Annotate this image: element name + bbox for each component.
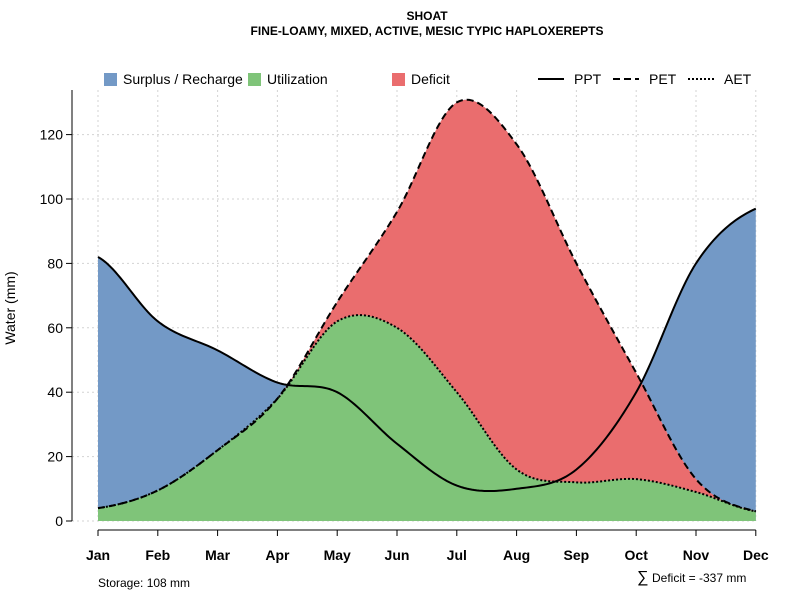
- x-tick-label: Sep: [564, 547, 590, 563]
- x-tick-label: Feb: [145, 547, 170, 563]
- x-tick-label: Nov: [683, 547, 710, 563]
- deficit-area: [98, 99, 756, 512]
- y-tick-label: 80: [47, 255, 63, 271]
- y-axis-title: Water (mm): [2, 271, 18, 344]
- y-tick-label: 60: [47, 320, 63, 336]
- x-tick-label: Dec: [743, 547, 769, 563]
- series-line-aet: [97, 314, 756, 513]
- legend-swatch-1: [248, 73, 261, 86]
- y-tick-label: 20: [47, 449, 63, 465]
- legend-swatch-0: [104, 73, 117, 86]
- x-tick-label: Aug: [503, 547, 530, 563]
- x-tick-label: Apr: [265, 547, 290, 563]
- utilization-base-area: [98, 385, 756, 521]
- legend-label-fill: Deficit: [411, 71, 450, 87]
- x-tick-label: Mar: [205, 547, 230, 563]
- axes: 0 20 40 60 80 100 120 Jan Feb Mar Apr May Jun Jul Aug S…: [40, 90, 769, 563]
- x-tick-label: Jul: [447, 547, 467, 563]
- chart-title: SHOAT: [406, 9, 448, 23]
- storage-annotation: Storage: 108 mm: [98, 576, 190, 590]
- legend-label-line: PET: [649, 71, 677, 87]
- deficit-sum-icon: ∑: [637, 569, 648, 586]
- utilization-area: [98, 315, 756, 512]
- legend-swatch-2: [392, 73, 405, 86]
- legend: Surplus / Recharge Utilization Deficit PPT P…: [104, 71, 752, 87]
- x-tick-label: Jan: [86, 547, 110, 563]
- legend-label-fill: Utilization: [267, 71, 328, 87]
- y-tick-label: 100: [40, 191, 64, 207]
- y-tick-label: 120: [40, 127, 64, 143]
- y-tick-label: 40: [47, 384, 63, 400]
- deficit-annotation: Deficit = -337 mm: [652, 571, 746, 585]
- series-lines: [97, 98, 757, 513]
- x-tick-label: Oct: [625, 547, 649, 563]
- y-tick-label: 0: [55, 513, 63, 529]
- series-line-pet: [97, 98, 757, 513]
- x-tick-label: Jun: [385, 547, 410, 563]
- legend-label-line: PPT: [574, 71, 602, 87]
- chart-subtitle: FINE-LOAMY, MIXED, ACTIVE, MESIC TYPIC H…: [251, 24, 604, 38]
- legend-label-line: AET: [724, 71, 752, 87]
- series-line-ppt: [97, 207, 757, 493]
- legend-label-fill: Surplus / Recharge: [123, 71, 243, 87]
- x-tick-label: May: [324, 547, 351, 563]
- area-fills: [98, 99, 756, 521]
